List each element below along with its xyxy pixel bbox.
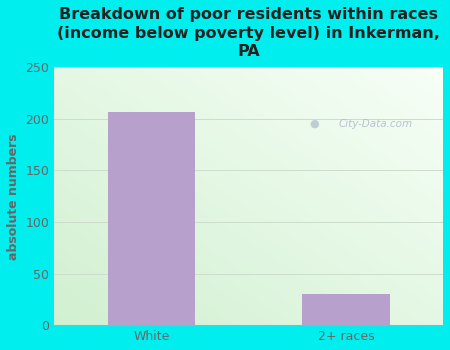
Text: ●: ● bbox=[310, 119, 319, 129]
Bar bbox=[302, 294, 390, 325]
Text: City-Data.com: City-Data.com bbox=[338, 119, 412, 129]
Bar bbox=[108, 112, 195, 325]
Title: Breakdown of poor residents within races
(income below poverty level) in Inkerma: Breakdown of poor residents within races… bbox=[57, 7, 440, 59]
Y-axis label: absolute numbers: absolute numbers bbox=[7, 133, 20, 260]
